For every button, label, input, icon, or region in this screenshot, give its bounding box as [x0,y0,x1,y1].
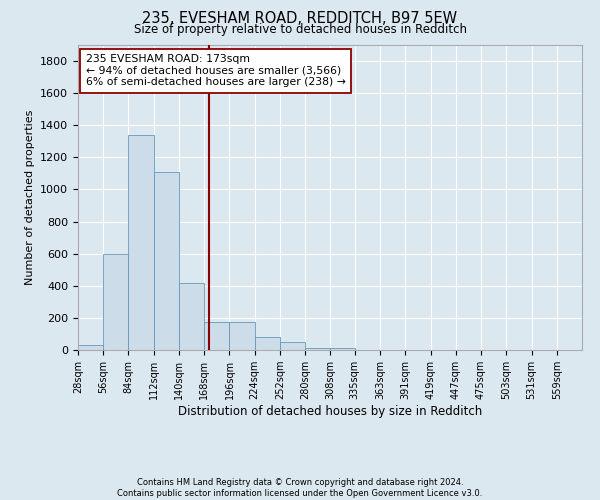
X-axis label: Distribution of detached houses by size in Redditch: Distribution of detached houses by size … [178,405,482,418]
Bar [229,322,255,350]
Bar [128,135,154,350]
Bar [78,345,103,350]
Bar [305,348,331,350]
Text: 235 EVESHAM ROAD: 173sqm
← 94% of detached houses are smaller (3,566)
6% of semi: 235 EVESHAM ROAD: 173sqm ← 94% of detach… [86,54,346,88]
Bar [179,284,204,350]
Bar [255,337,280,350]
Y-axis label: Number of detached properties: Number of detached properties [25,110,35,285]
Bar [204,322,229,350]
Bar [331,348,355,350]
Text: 235, EVESHAM ROAD, REDDITCH, B97 5EW: 235, EVESHAM ROAD, REDDITCH, B97 5EW [142,11,458,26]
Bar [154,172,179,350]
Text: Contains HM Land Registry data © Crown copyright and database right 2024.
Contai: Contains HM Land Registry data © Crown c… [118,478,482,498]
Bar [103,254,128,350]
Text: Size of property relative to detached houses in Redditch: Size of property relative to detached ho… [133,22,467,36]
Bar [280,342,305,350]
